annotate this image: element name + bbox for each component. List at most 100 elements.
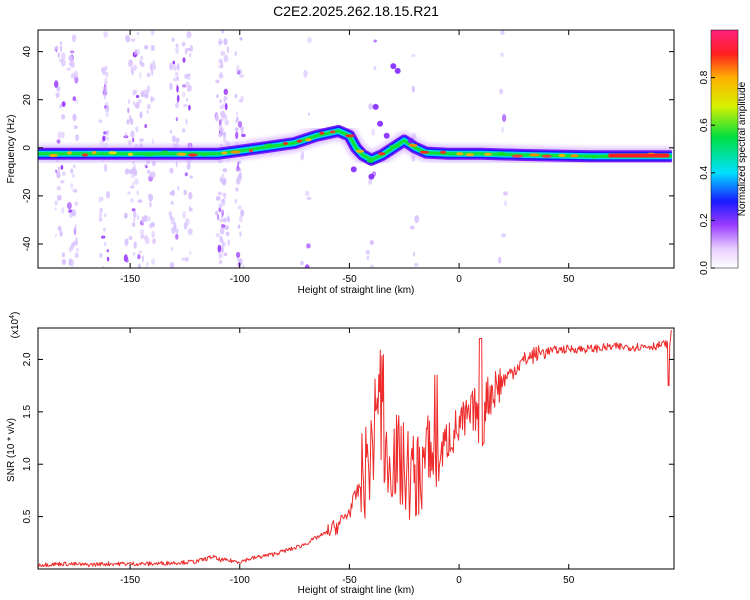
noise-dot — [148, 223, 153, 229]
ridge-blob — [345, 134, 355, 138]
noise-dot — [169, 62, 174, 71]
noise-dot — [130, 173, 136, 179]
noise-dot — [61, 114, 66, 120]
transition-blob — [394, 67, 401, 74]
snr-xtick-label: 0 — [456, 575, 462, 586]
noise-dot — [56, 139, 61, 144]
noise-dot — [103, 227, 106, 232]
noise-dot — [137, 254, 141, 260]
transition-blob — [372, 103, 379, 110]
noise-dot — [221, 114, 224, 122]
noise-dot — [140, 55, 144, 61]
noise-dot — [368, 103, 374, 110]
noise-dot — [502, 114, 507, 122]
noise-dot — [106, 249, 110, 253]
noise-dot — [151, 171, 156, 179]
noise-dot — [146, 110, 149, 114]
noise-dot — [225, 231, 230, 237]
noise-dot — [102, 135, 106, 142]
noise-dot — [241, 133, 246, 138]
noise-dot — [238, 160, 242, 164]
noise-dot — [223, 114, 228, 120]
noise-dot — [55, 169, 58, 173]
ridge-blob — [221, 151, 228, 155]
ridge-blob — [484, 152, 492, 156]
noise-dot — [236, 251, 241, 258]
noise-dot — [127, 107, 130, 114]
noise-dot — [305, 190, 310, 197]
noise-dot — [61, 101, 66, 107]
spectrogram-xtick-label: -50 — [342, 274, 357, 285]
transition-blob — [368, 173, 375, 180]
noise-dot — [68, 61, 74, 67]
noise-dot — [172, 64, 177, 71]
colorbar-ticks: 0.0 0.2 0.4 0.6 0.8 — [699, 70, 715, 275]
noise-dot — [61, 171, 66, 176]
noise-dot — [136, 190, 139, 196]
snr-scale-close: ) — [10, 312, 21, 315]
ridge-blob — [389, 144, 401, 148]
noise-dot — [57, 166, 61, 171]
noise-dot — [218, 132, 223, 138]
noise-dot — [134, 178, 139, 185]
noise-dot — [185, 81, 188, 86]
noise-dot — [411, 85, 415, 93]
noise-dot — [181, 41, 186, 47]
noise-dot — [300, 155, 304, 161]
noise-dot — [222, 131, 227, 138]
ridge-blob — [529, 153, 540, 157]
noise-dot — [221, 209, 224, 217]
noise-dot — [60, 165, 64, 170]
noise-dot — [139, 138, 144, 142]
noise-dot — [173, 77, 178, 82]
noise-dot — [218, 125, 223, 131]
noise-dot — [98, 217, 103, 222]
noise-dot — [170, 200, 174, 205]
noise-dot — [130, 38, 136, 42]
spectrogram-ytick-label: 20 — [22, 94, 33, 106]
noise-dot — [68, 55, 74, 62]
noise-dot — [143, 214, 148, 222]
noise-dot — [55, 93, 59, 98]
noise-dot — [215, 196, 221, 201]
noise-dot — [128, 169, 133, 175]
svg-text:(x104): (x104) — [9, 312, 21, 339]
noise-dot — [410, 225, 415, 230]
noise-dot — [139, 229, 145, 235]
noise-dot — [127, 191, 131, 195]
noise-dot — [307, 112, 311, 116]
noise-dot — [105, 105, 110, 113]
noise-dot — [181, 128, 186, 133]
noise-dot — [238, 215, 243, 222]
noise-dot — [224, 103, 228, 111]
noise-dot — [152, 238, 157, 245]
noise-dot — [366, 255, 370, 260]
noise-dot — [235, 131, 239, 140]
noise-dot — [101, 196, 104, 202]
noise-dot — [106, 129, 110, 136]
noise-dot — [188, 191, 193, 200]
noise-dot — [223, 88, 228, 96]
noise-dot — [105, 190, 111, 199]
noise-dot — [134, 89, 138, 95]
snr-scale-exp: 4 — [9, 315, 16, 319]
ridge-blob — [465, 153, 475, 157]
noise-dot — [219, 227, 225, 235]
noise-dot — [61, 52, 66, 60]
noise-dot — [224, 119, 229, 126]
noise-dot — [370, 264, 374, 268]
noise-dot — [221, 173, 225, 178]
noise-dot — [133, 241, 137, 249]
noise-dot — [59, 230, 63, 237]
snr-xtick-label: -100 — [230, 575, 250, 586]
noise-dot — [73, 125, 78, 129]
noise-dot — [175, 228, 179, 234]
noise-dot — [72, 188, 78, 193]
noise-dot — [504, 200, 507, 207]
noise-dot — [189, 175, 193, 179]
transition-blob — [350, 166, 357, 173]
spectrogram-xlabel: Height of straight line (km) — [298, 285, 415, 296]
ridge-blob — [570, 154, 579, 158]
noise-dot — [221, 247, 224, 253]
colorbar-tick-label: 0.0 — [699, 261, 710, 275]
